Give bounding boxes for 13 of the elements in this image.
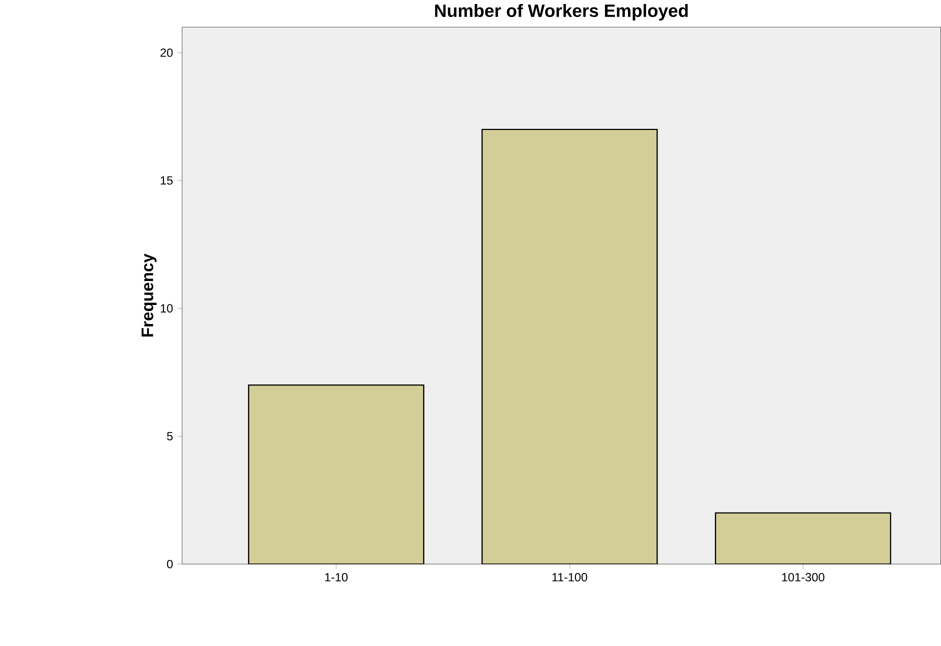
chart-title: Number of Workers Employed	[435, 4, 688, 21]
bar	[248, 384, 424, 564]
x-tick-label: 11-100	[552, 573, 588, 582]
y-tick-label: 15	[160, 176, 173, 185]
x-tick-label: 1-10	[325, 573, 348, 582]
y-axis-title: Frequency	[142, 254, 157, 337]
bar	[714, 512, 892, 564]
y-tick-label: 10	[160, 304, 173, 313]
x-tick-label: 101-300	[782, 573, 824, 582]
bar	[481, 128, 658, 564]
y-tick-label: 20	[160, 48, 173, 57]
y-tick-label: 0	[167, 560, 173, 568]
y-tick-label: 5	[167, 432, 173, 440]
